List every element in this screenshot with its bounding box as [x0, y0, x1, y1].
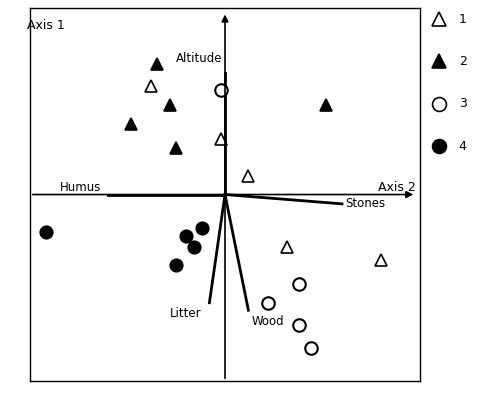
Text: 1: 1 — [459, 13, 466, 26]
Text: Axis 1: Axis 1 — [26, 19, 64, 32]
Text: Wood: Wood — [252, 315, 284, 328]
Text: Litter: Litter — [170, 307, 202, 320]
Text: 2: 2 — [459, 55, 466, 68]
Text: Altitude: Altitude — [176, 52, 223, 65]
Text: 4: 4 — [459, 140, 466, 152]
Text: 3: 3 — [459, 97, 466, 110]
Text: Stones: Stones — [346, 197, 386, 210]
Text: Axis 2: Axis 2 — [378, 181, 416, 194]
Text: Humus: Humus — [60, 181, 102, 194]
